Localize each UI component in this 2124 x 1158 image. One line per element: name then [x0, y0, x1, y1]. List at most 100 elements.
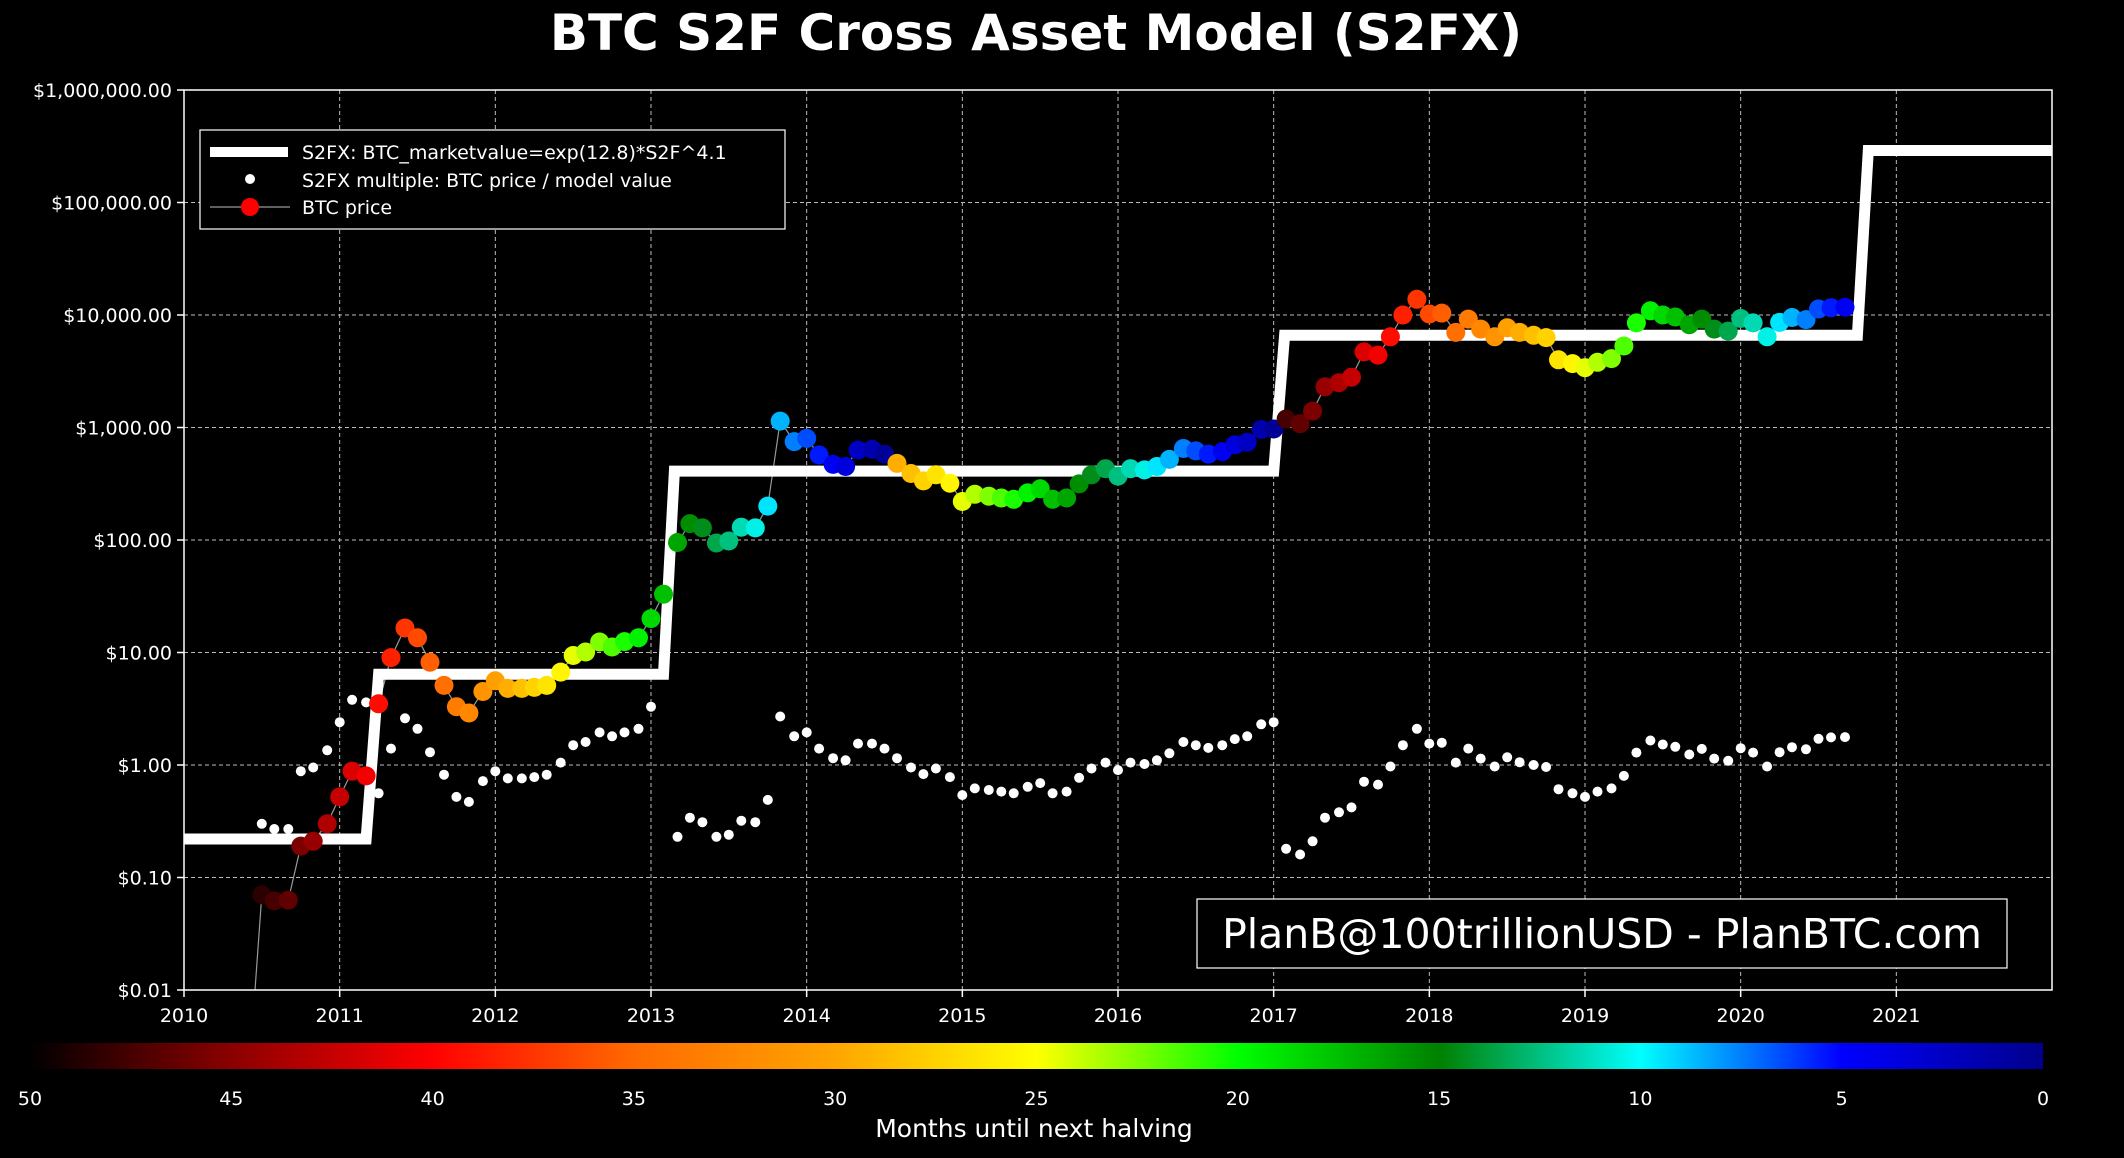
price-point [1030, 479, 1050, 499]
y-tick-label: $100,000.00 [51, 193, 172, 215]
multiple-point [439, 769, 449, 780]
y-tick-label: $0.10 [118, 868, 172, 890]
multiple-point [789, 731, 800, 742]
multiple-point [256, 818, 267, 829]
multiple-point [853, 738, 863, 749]
price-point [1602, 349, 1621, 369]
price-point [1704, 319, 1724, 339]
multiple-point [879, 743, 890, 754]
price-point [797, 428, 817, 448]
multiple-point [568, 740, 579, 751]
multiple-point [1359, 776, 1369, 787]
multiple-point [1684, 749, 1695, 760]
legend-price-swatch [241, 198, 259, 216]
multiple-point [1411, 723, 1422, 734]
multiple-point [840, 755, 851, 766]
price-point [1407, 289, 1427, 309]
x-tick-label: 2018 [1405, 1005, 1453, 1027]
multiple-point [750, 817, 761, 828]
multiple-point [1268, 717, 1279, 728]
price-point [551, 662, 571, 682]
chart-title: BTC S2F Cross Asset Model (S2FX) [550, 4, 1522, 62]
price-point [420, 652, 440, 672]
price-point [330, 787, 350, 807]
multiple-point [1553, 784, 1564, 795]
price-point [1237, 432, 1257, 452]
multiple-point [1475, 753, 1486, 764]
x-tick-label: 2019 [1561, 1005, 1609, 1027]
multiple-point [1373, 779, 1383, 790]
y-axis-ticks: $0.01 $0.10 $1.00 $10.00 $100.00 $1,000.00 $10… [33, 80, 184, 1002]
multiple-point [1489, 761, 1500, 772]
multiple-point [983, 785, 994, 795]
price-point [1743, 313, 1763, 333]
price-point [1446, 322, 1466, 342]
multiple-point [502, 773, 513, 784]
multiple-point [814, 743, 825, 754]
multiple-point [607, 731, 618, 742]
price-point [731, 517, 751, 537]
multiple-point [1801, 744, 1811, 755]
multiple-point [697, 817, 708, 828]
multiple-point [322, 745, 333, 756]
s2fx-multiple-points [256, 694, 1850, 860]
price-point [887, 453, 907, 473]
multiple-point [516, 773, 527, 784]
multiple-point [1139, 759, 1150, 769]
multiple-point [1008, 788, 1019, 799]
multiple-point [723, 829, 734, 840]
multiple-point [425, 747, 435, 758]
price-point [1536, 328, 1556, 348]
multiple-point [295, 766, 306, 777]
x-tick-label: 2020 [1716, 1005, 1764, 1027]
colorbar: 50 45 40 35 30 25 20 15 10 5 0 Months until next h… [18, 1043, 2049, 1143]
multiple-point [1178, 737, 1189, 747]
multiple-point [373, 788, 384, 799]
multiple-point [580, 737, 591, 747]
legend-box [199, 129, 786, 230]
x-tick-label: 2011 [315, 1005, 363, 1027]
multiple-point [555, 757, 566, 768]
price-point [1432, 303, 1452, 323]
multiple-point [1295, 849, 1306, 860]
colorbar-gradient [30, 1043, 2043, 1069]
multiple-point [283, 824, 294, 834]
price-point [317, 814, 337, 834]
x-tick-label: 2010 [160, 1005, 208, 1027]
multiple-point [906, 762, 916, 773]
watermark: PlanB@100trillionUSD - PlanBTC.com [1196, 898, 2008, 969]
multiple-point [451, 791, 462, 802]
multiple-point [828, 753, 839, 764]
multiple-point [1450, 757, 1461, 768]
price-point [1198, 444, 1218, 464]
multiple-point [1541, 762, 1552, 772]
multiple-point [1840, 732, 1850, 743]
colorbar-tick-label: 10 [1628, 1088, 1652, 1110]
multiple-point [672, 831, 683, 842]
y-tick-label: $100.00 [93, 530, 172, 552]
price-point [1614, 336, 1634, 356]
multiple-point [463, 796, 474, 807]
plot-area [184, 145, 2052, 990]
legend: S2FX: BTC_marketvalue=exp(12.8)*S2F^4.1 … [199, 129, 786, 230]
multiple-point [801, 727, 812, 738]
multiple-point [1334, 807, 1344, 818]
x-tick-label: 2012 [471, 1005, 519, 1027]
multiple-point [412, 723, 423, 734]
multiple-point [1528, 760, 1539, 770]
multiple-point [944, 772, 955, 783]
multiple-point [1606, 783, 1617, 794]
multiple-point [594, 727, 605, 738]
multiple-point [361, 697, 372, 708]
multiple-point [1670, 741, 1681, 752]
multiple-point [1696, 743, 1707, 754]
price-point [576, 642, 596, 662]
multiple-point [386, 743, 396, 754]
multiple-point [1618, 770, 1629, 781]
multiple-point [619, 727, 630, 738]
multiple-point [1709, 753, 1720, 764]
multiple-point [1397, 740, 1408, 751]
price-point [1057, 488, 1077, 508]
price-point [940, 473, 960, 493]
price-point [641, 609, 661, 629]
